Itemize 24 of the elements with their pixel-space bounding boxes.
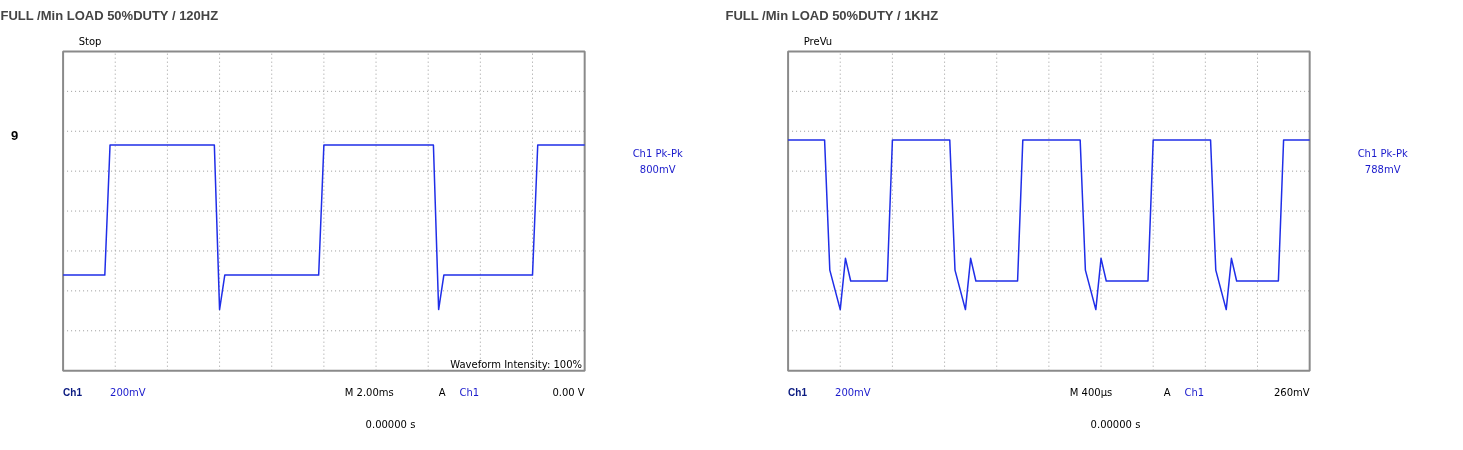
text: 0.00 V: [552, 387, 585, 399]
text: 0.00000 s: [1090, 419, 1141, 431]
text: Stop: [78, 35, 102, 47]
text: 260mV: [1274, 387, 1310, 399]
text: 788mV: [1364, 163, 1401, 175]
text: M 2.00ms: [344, 387, 394, 399]
text: Ch1: [788, 387, 808, 399]
text: 9: [10, 127, 19, 143]
text: 0.00000 s: [365, 419, 416, 431]
text: Ch1: [1184, 387, 1205, 399]
text: Ch1 Pk-Pk: [1357, 147, 1408, 159]
text: 800mV: [639, 163, 676, 175]
text: Ch1: [63, 387, 83, 399]
chart-title: FULL /Min LOAD 50%DUTY / 120HZ: [0, 7, 219, 23]
text: Ch1: [459, 387, 480, 399]
text: Ch1 Pk-Pk: [632, 147, 683, 159]
text: 200mV: [835, 387, 871, 399]
text: Waveform Intensity: 100%: [450, 359, 583, 371]
text: A: [438, 387, 446, 399]
text: PreVu: [803, 35, 833, 47]
text: A: [1163, 387, 1171, 399]
text: M 400µs: [1069, 387, 1113, 399]
chart-title: FULL /Min LOAD 50%DUTY / 1KHZ: [725, 7, 939, 23]
text: 200mV: [110, 387, 146, 399]
